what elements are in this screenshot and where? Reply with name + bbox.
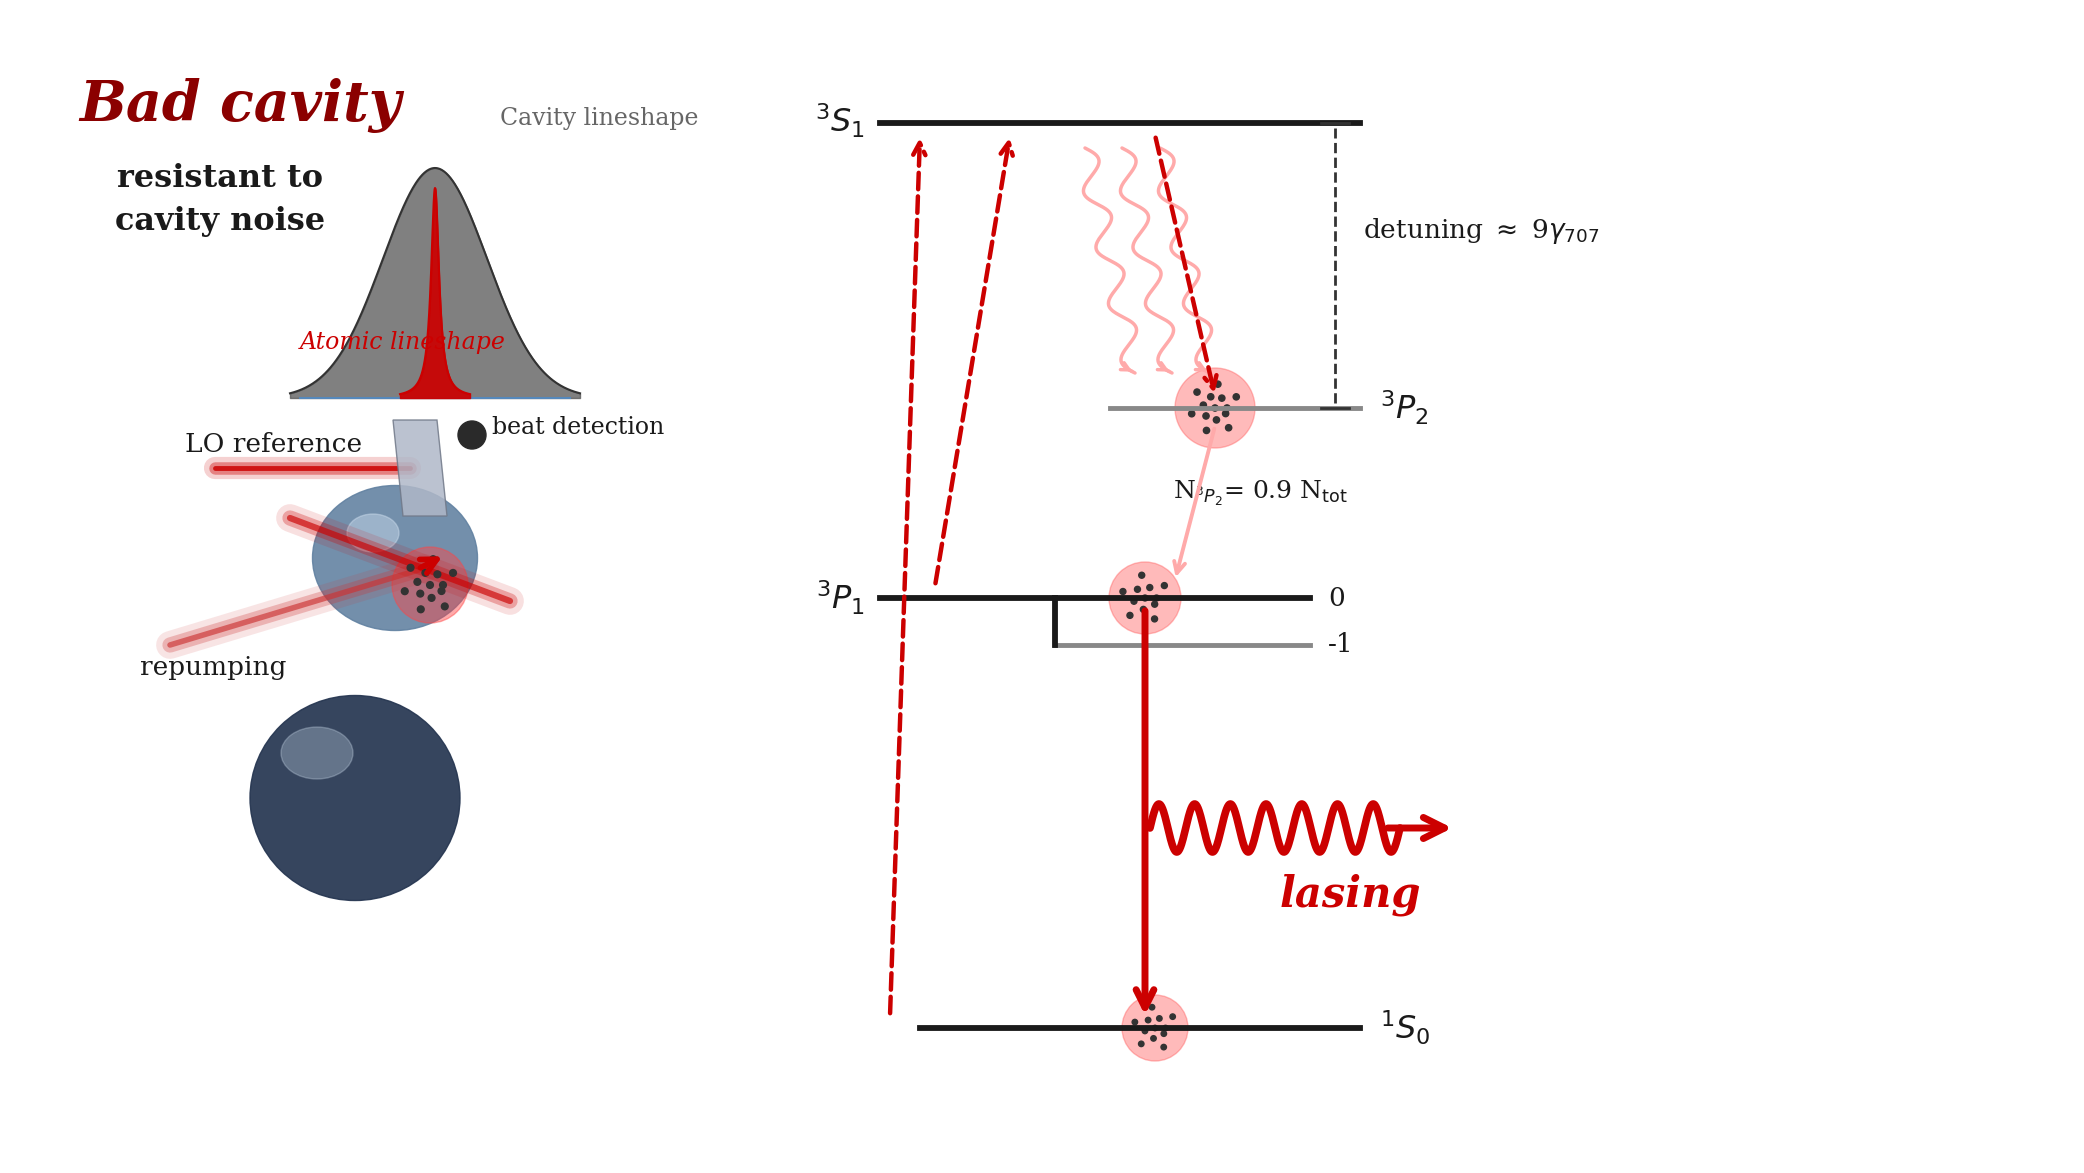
Text: LO reference: LO reference [185,433,363,457]
Circle shape [1188,411,1194,416]
Circle shape [1148,1004,1155,1010]
Circle shape [1132,598,1138,604]
Circle shape [1121,995,1188,1062]
Text: Bad cavity: Bad cavity [79,77,400,133]
Circle shape [1119,589,1125,595]
Text: beat detection: beat detection [492,416,665,440]
Circle shape [1202,413,1209,419]
Circle shape [450,570,456,576]
Circle shape [1215,381,1221,387]
Text: $^1S_0$: $^1S_0$ [1380,1009,1430,1047]
Circle shape [1152,1025,1159,1031]
Circle shape [392,547,469,623]
Ellipse shape [348,514,398,552]
Circle shape [458,421,486,449]
Circle shape [1157,1016,1163,1022]
Text: $^3P_2$: $^3P_2$ [1380,389,1430,427]
Circle shape [440,582,446,589]
Circle shape [1146,584,1152,590]
Circle shape [427,595,436,602]
Circle shape [1146,1017,1150,1023]
Circle shape [1194,389,1200,395]
Text: Cavity lineshape: Cavity lineshape [500,107,698,129]
Text: repumping: repumping [140,656,286,680]
Circle shape [1161,1044,1167,1050]
Circle shape [1134,586,1140,592]
Text: -1: -1 [1328,632,1355,658]
Text: $^3P_1$: $^3P_1$ [817,579,865,617]
Circle shape [1127,612,1134,618]
Circle shape [406,564,415,571]
Ellipse shape [281,727,352,779]
Circle shape [1152,602,1159,608]
Circle shape [1161,1031,1167,1037]
Circle shape [433,571,440,577]
Text: 0: 0 [1328,585,1344,610]
Circle shape [1169,1013,1175,1019]
Circle shape [1223,405,1230,411]
Circle shape [1140,606,1146,612]
Ellipse shape [250,696,461,901]
Text: resistant to
cavity noise: resistant to cavity noise [115,163,325,237]
Circle shape [417,606,425,612]
Circle shape [423,569,429,576]
Circle shape [1155,595,1159,601]
Circle shape [402,588,408,595]
Circle shape [1219,395,1225,401]
Circle shape [1142,1029,1148,1033]
Circle shape [1161,583,1167,589]
Text: lasing: lasing [1280,874,1421,916]
Circle shape [438,588,444,595]
Circle shape [1142,595,1148,601]
Circle shape [1138,572,1144,578]
Circle shape [1213,405,1219,411]
Circle shape [417,590,423,597]
Circle shape [1138,1042,1144,1046]
Text: $^3S_1$: $^3S_1$ [815,102,865,140]
Circle shape [1109,562,1182,633]
Circle shape [429,556,436,563]
Circle shape [1225,425,1232,430]
Circle shape [1223,411,1230,416]
Text: detuning $\approx$ 9$\gamma_{707}$: detuning $\approx$ 9$\gamma_{707}$ [1363,216,1601,245]
Circle shape [1163,1025,1169,1031]
Circle shape [1202,427,1209,434]
Circle shape [442,603,448,610]
Circle shape [1234,394,1240,400]
Ellipse shape [313,486,477,631]
Circle shape [1200,402,1207,408]
Text: Atomic lineshape: Atomic lineshape [300,332,506,354]
Circle shape [1152,616,1157,622]
Circle shape [1207,394,1213,400]
Circle shape [1213,416,1219,423]
Circle shape [1150,1036,1157,1042]
Text: N$_{^3P_2}$= 0.9 N$_{\rm tot}$: N$_{^3P_2}$= 0.9 N$_{\rm tot}$ [1173,479,1348,508]
Circle shape [1132,1019,1138,1025]
Circle shape [427,582,433,589]
Circle shape [1175,368,1255,448]
Polygon shape [394,420,446,516]
Circle shape [415,578,421,585]
